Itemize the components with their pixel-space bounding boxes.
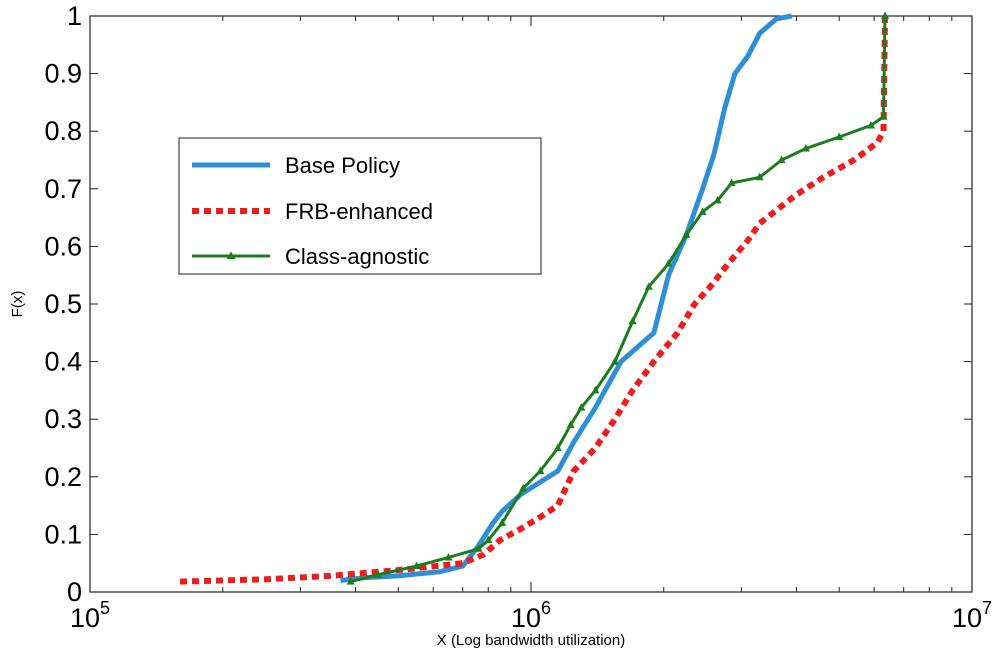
y-tick-label: 0.3 [44,404,82,434]
y-tick-label: 0.8 [44,116,82,146]
series-line-base-policy [340,13,793,583]
data-point-class-agnostic [777,155,786,163]
legend: Base Policy FRB-enhanced Class-agnostic [178,137,542,275]
data-point-class-agnostic [682,230,691,238]
y-tick-label: 0.6 [44,231,82,261]
data-point-class-agnostic [444,552,453,561]
data-point-class-agnostic [553,443,562,451]
data-point-class-agnostic [577,403,586,411]
x-tick-label: 106 [511,598,551,633]
data-point-class-agnostic [519,483,528,492]
x-tick-label: 105 [70,598,110,633]
data-point-class-agnostic [835,132,844,140]
x-tick-label-exponent: 5 [100,598,110,618]
data-point-class-agnostic [755,172,764,181]
data-point-class-agnostic [346,577,355,585]
legend-marker-class-agnostic [226,251,236,259]
legend-label-frb-enhanced: FRB-enhanced [285,199,433,224]
legend-label-base-policy: Base Policy [285,153,400,178]
series-layer [179,11,890,585]
data-point-class-agnostic [866,120,875,129]
x-tick-label-exponent: 6 [541,598,551,618]
y-tick-label: 0.9 [44,59,82,89]
y-tick-label: 1 [67,1,82,31]
data-point-class-agnostic [727,178,736,187]
y-tick-label: 0.2 [44,462,82,492]
data-point-class-agnostic [698,207,707,215]
x-tick-label: 107 [952,598,992,633]
data-point-class-agnostic [713,195,722,204]
x-tick-label-exponent: 7 [982,598,992,618]
data-point-class-agnostic [591,385,600,394]
series-line-class-agnostic [350,15,887,584]
plot-area [89,15,973,593]
data-point-class-agnostic [374,570,383,578]
data-point-class-agnostic [801,143,810,152]
legend-label-class-agnostic: Class-agnostic [285,244,429,269]
x-tick-label-base: 10 [511,603,541,633]
data-point-class-agnostic [412,561,421,570]
y-tick-label: 0.1 [44,519,82,549]
x-axis-label: X (Log bandwidth utilization) [437,632,625,649]
y-tick-label: 0.5 [44,289,82,319]
data-point-class-agnostic [498,518,507,526]
axis-ticks [89,15,973,593]
y-tick-label: 0.7 [44,174,82,204]
y-axis-label: F(x) [9,291,26,318]
data-point-class-agnostic [879,112,888,120]
data-point-class-agnostic [644,282,653,290]
data-point-class-agnostic [628,316,637,325]
data-point-class-agnostic [566,420,575,428]
legend-box [178,137,542,275]
data-point-class-agnostic [474,544,483,552]
x-tick-label-base: 10 [952,603,982,633]
y-tick-label: 0.4 [44,347,82,377]
data-point-class-agnostic [484,535,493,544]
series-line-frb-enhanced [179,15,888,585]
data-point-class-agnostic [610,357,619,365]
data-point-class-agnostic [536,466,545,475]
data-point-class-agnostic [881,11,890,19]
data-point-class-agnostic [664,259,673,267]
x-tick-label-base: 10 [70,603,100,633]
y-tick-label: 0 [67,577,82,607]
